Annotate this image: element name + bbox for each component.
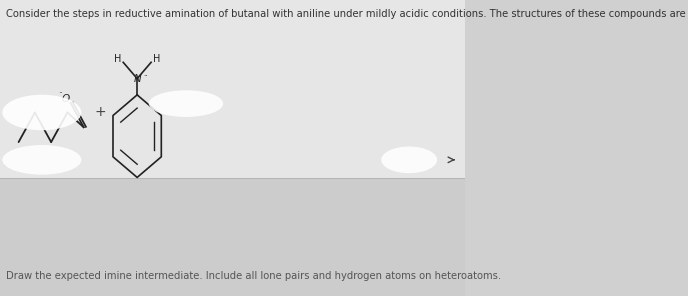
Text: H: H [153, 54, 160, 64]
Ellipse shape [2, 95, 81, 130]
Text: H: H [114, 54, 121, 64]
Bar [0, 0, 465, 178]
Text: Consider the steps in reductive amination of butanal with aniline under mildly a: Consider the steps in reductive aminatio… [6, 9, 688, 19]
Ellipse shape [149, 90, 223, 117]
Text: N: N [133, 74, 141, 83]
Text: ··: ·· [58, 89, 63, 98]
Text: ··: ·· [143, 73, 148, 79]
Ellipse shape [2, 145, 81, 175]
Ellipse shape [381, 147, 437, 173]
Text: Draw the expected imine intermediate. Include all lone pairs and hydrogen atoms : Draw the expected imine intermediate. In… [6, 271, 501, 281]
Text: +: + [94, 105, 106, 120]
Bar [0, 178, 465, 296]
Text: O: O [62, 94, 70, 104]
